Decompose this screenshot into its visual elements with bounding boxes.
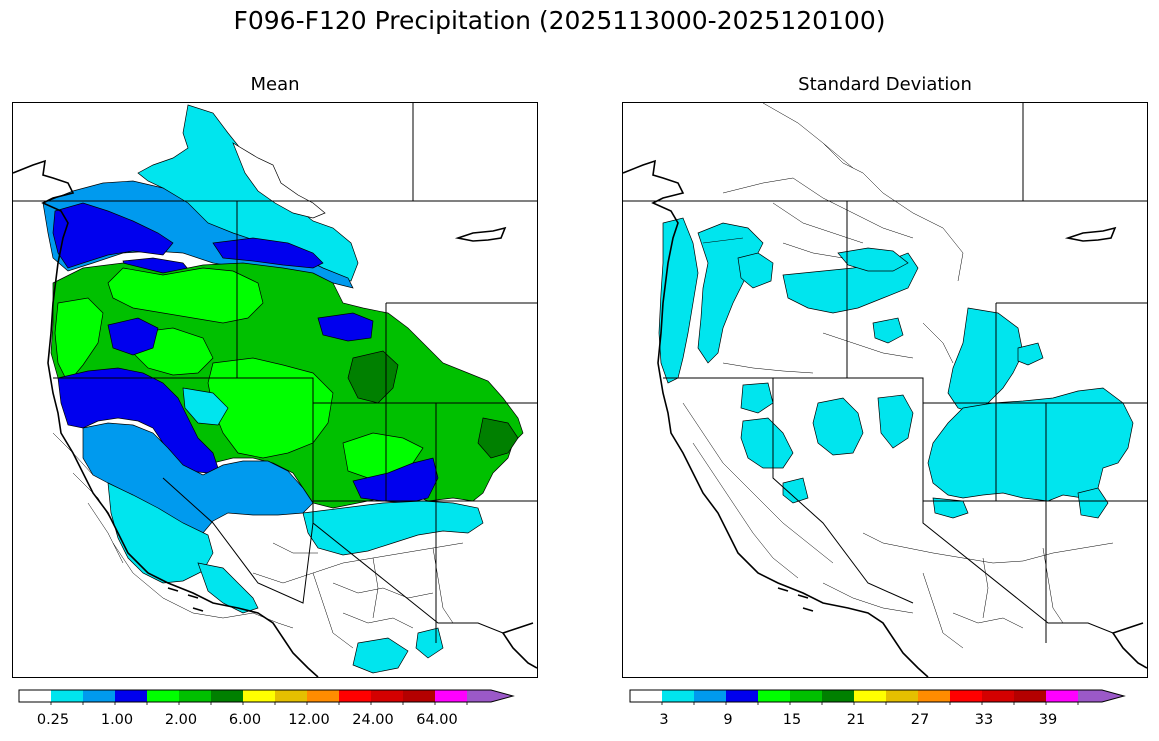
mean-tick-label: 24.00 [352, 712, 394, 728]
mean-colorbar-segment [339, 690, 371, 702]
stddev-colorbar-segment [1078, 690, 1124, 702]
sd-basin-id-small [872, 317, 904, 344]
sd-basin-nv-2 [740, 417, 794, 469]
stddev-colorbar-outline [629, 689, 1126, 703]
stddev-colorbar-segment [886, 690, 918, 702]
mean-colorbar-segment [243, 690, 275, 702]
stddev-colorbar-segment [1046, 690, 1078, 702]
mean-colorbar-segment [435, 690, 467, 702]
mean-colorbar-segment [275, 690, 307, 702]
mean-map [12, 102, 538, 678]
basin-south-cyan-2 [302, 500, 484, 556]
basin-south-cyan-3 [197, 562, 259, 614]
stddev-tick-label: 21 [846, 712, 866, 728]
mean-colorbar-segment [19, 690, 51, 702]
stddev-colorbar-segment [790, 690, 822, 702]
stddev-colorbar-segment [854, 690, 886, 702]
stddev-tick-label: 3 [659, 712, 669, 728]
sd-basin-wa-2 [737, 252, 774, 289]
mean-colorbar-segment [307, 690, 339, 702]
basin-south-cyan-4 [352, 637, 409, 674]
sd-basin-idaho-2 [837, 247, 909, 272]
sd-basin-nv-4 [877, 394, 914, 449]
basin-mid-blue-2 [107, 317, 159, 356]
stddev-coastline [623, 159, 1147, 677]
panel-title-mean: Mean [250, 74, 300, 95]
stddev-colorbar-segment [822, 690, 854, 702]
mean-colorbar-segment [467, 690, 513, 702]
basin-green-light-1 [107, 267, 264, 324]
stddev-state-borders [623, 103, 1147, 643]
mean-colorbar-segment [115, 690, 147, 702]
basin-green-light-2 [54, 297, 104, 384]
mean-colorbar-outline [18, 689, 515, 703]
sd-basin-nv-1 [740, 382, 774, 414]
mean-basin-fill [42, 104, 524, 674]
panel-title-stddev: Standard Deviation [798, 74, 972, 95]
sd-basin-ut-2 [1017, 342, 1044, 366]
basin-south-cyan-5 [415, 627, 444, 659]
stddev-colorbar-segment [758, 690, 790, 702]
stddev-colorbar [629, 689, 1126, 705]
mean-tick-label: 1.00 [100, 712, 134, 728]
sd-basin-co-s [1077, 487, 1109, 519]
basin-wa-darkblue-2 [212, 237, 324, 269]
mean-colorbar [18, 689, 515, 705]
stddev-colorbar-segment [918, 690, 950, 702]
stddev-tick-label: 9 [723, 712, 733, 728]
mean-map-canvas [13, 103, 537, 677]
stddev-colorbar-segment [950, 690, 982, 702]
mean-tick-label: 64.00 [416, 712, 458, 728]
sd-basin-coast [658, 217, 699, 384]
mean-colorbar-ticks: 0.25 1.00 2.00 6.00 12.00 24.00 64.00 [18, 704, 538, 734]
stddev-tick-label: 27 [910, 712, 930, 728]
sd-basin-nv-3 [812, 397, 864, 456]
stddev-basin-fill [658, 217, 1134, 519]
mean-colorbar-segment [179, 690, 211, 702]
stddev-colorbar-segment [726, 690, 758, 702]
basin-south-cyan-1 [107, 482, 214, 584]
stddev-colorbar-segment [630, 690, 662, 702]
stddev-basin-outlines [682, 103, 1114, 649]
mean-colorbar-segment [83, 690, 115, 702]
stddev-colorbar-segment [982, 690, 1014, 702]
mean-colorbar-segment [403, 690, 435, 702]
mean-tick-label: 2.00 [164, 712, 198, 728]
stddev-colorbar-segment [1014, 690, 1046, 702]
mean-coastline [13, 159, 537, 677]
figure-title: F096-F120 Precipitation (2025113000-2025… [233, 6, 886, 35]
stddev-tick-label: 15 [782, 712, 802, 728]
stddev-colorbar-ticks: 3 9 15 21 27 33 39 [629, 704, 1149, 734]
basin-mid-blue-3 [317, 312, 374, 342]
mean-colorbar-segment [211, 690, 243, 702]
stddev-map-canvas [623, 103, 1147, 677]
mean-colorbar-segment [371, 690, 403, 702]
basin-green-dark-2 [477, 417, 519, 459]
mean-state-borders [13, 103, 537, 643]
stddev-tick-label: 39 [1038, 712, 1058, 728]
basin-canada-white [232, 142, 326, 219]
sd-basin-wa [697, 222, 764, 364]
mean-tick-label: 0.25 [36, 712, 70, 728]
mean-tick-label: 12.00 [288, 712, 330, 728]
stddev-colorbar-segment [694, 690, 726, 702]
mean-colorbar-segment [51, 690, 83, 702]
stddev-map [622, 102, 1148, 678]
mean-colorbar-segment [147, 690, 179, 702]
basin-south-cyan-6 [182, 387, 229, 426]
stddev-colorbar-segment [662, 690, 694, 702]
sd-basin-nv-5 [782, 477, 809, 504]
sd-basin-ut-1 [947, 307, 1024, 414]
basin-mid-blue-4 [352, 457, 439, 504]
mean-tick-label: 6.00 [228, 712, 262, 728]
stddev-tick-label: 33 [974, 712, 994, 728]
